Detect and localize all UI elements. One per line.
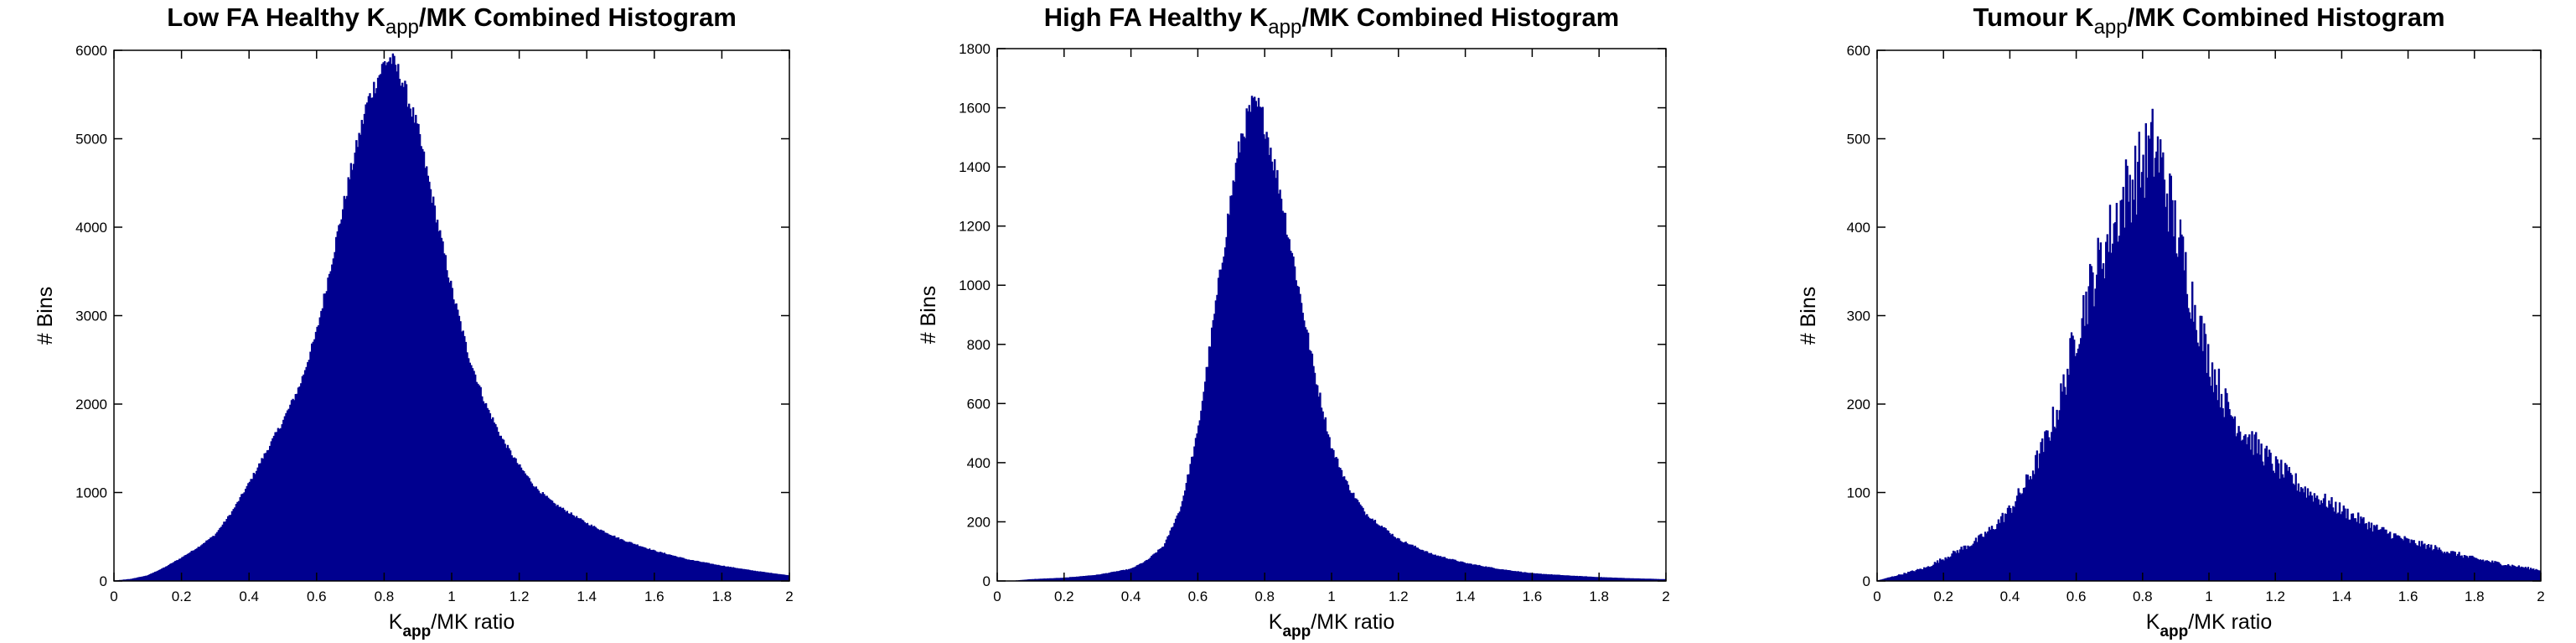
chart-title-subscript: app bbox=[2094, 16, 2128, 39]
x-axis-label-main: K bbox=[1269, 610, 1283, 634]
x-tick-label: 2 bbox=[1662, 589, 1669, 604]
chart-panel-3: 0 0.2 0.4 0.6 0.8 1 1.2 1.4 1.6 1.8 2 0 100 200 300 400… bbox=[1797, 3, 2545, 640]
x-tick-label: 0 bbox=[993, 589, 1001, 604]
x-axis-label-rest: /MK ratio bbox=[1311, 610, 1394, 634]
y-tick-label: 2000 bbox=[75, 397, 107, 412]
y-tick-label: 0 bbox=[983, 573, 991, 589]
y-tick-label: 300 bbox=[1847, 309, 1870, 324]
y-tick-label: 1200 bbox=[959, 219, 991, 235]
x-tick-label: 1.4 bbox=[2332, 589, 2352, 604]
x-tick-label: 0.6 bbox=[1188, 589, 1208, 604]
x-tick-label: 1.2 bbox=[2265, 589, 2285, 604]
y-tick-label: 100 bbox=[1847, 485, 1870, 501]
x-axis-label-rest: /MK ratio bbox=[2188, 610, 2272, 634]
x-tick-label: 0.6 bbox=[307, 589, 327, 604]
x-tick-label: 1.2 bbox=[1389, 589, 1409, 604]
y-axis-label: # Bins bbox=[34, 287, 57, 345]
histogram-bars bbox=[996, 96, 1667, 582]
x-axis-label: Kapp/MK ratio bbox=[2146, 610, 2273, 640]
y-tick-label: 1800 bbox=[959, 41, 991, 57]
chart-title-rest: /MK Combined Histogram bbox=[2128, 3, 2445, 32]
chart-title-rest: /MK Combined Histogram bbox=[419, 3, 737, 32]
y-tick-label: 800 bbox=[967, 337, 991, 353]
chart-title-main: High FA Healthy K bbox=[1044, 3, 1269, 32]
chart-panel-2: 0 0.2 0.4 0.6 0.8 1 1.2 1.4 1.6 1.8 2 0 200 400 600 800… bbox=[917, 3, 1670, 640]
y-tick-label: 1600 bbox=[959, 101, 991, 117]
y-axis-label: # Bins bbox=[1797, 287, 1820, 345]
x-tick-label: 0.8 bbox=[2133, 589, 2153, 604]
x-tick-label: 1 bbox=[447, 589, 455, 604]
x-tick-label: 1 bbox=[2205, 589, 2212, 604]
x-tick-label: 0.8 bbox=[375, 589, 395, 604]
y-axis-label: # Bins bbox=[917, 286, 940, 344]
x-tick-label: 1.6 bbox=[1523, 589, 1543, 604]
x-tick-label: 0.2 bbox=[1054, 589, 1074, 604]
chart-title-rest: /MK Combined Histogram bbox=[1301, 3, 1619, 32]
x-tick-label: 1.6 bbox=[2398, 589, 2418, 604]
x-tick-label: 0.2 bbox=[1933, 589, 1953, 604]
x-axis-label-rest: /MK ratio bbox=[431, 610, 515, 634]
x-axis-label-subscript: app bbox=[2160, 623, 2188, 640]
x-tick-label: 1.6 bbox=[644, 589, 665, 604]
x-tick-label: 2 bbox=[785, 589, 793, 604]
chart-title-main: Tumour K bbox=[1973, 3, 2094, 32]
x-tick-label: 0.4 bbox=[239, 589, 259, 604]
x-tick-label: 0.8 bbox=[1254, 589, 1275, 604]
x-tick-label: 1 bbox=[1327, 589, 1335, 604]
chart-title-main: Low FA Healthy K bbox=[167, 3, 385, 32]
chart-title: High FA Healthy Kapp/MK Combined Histogr… bbox=[1044, 3, 1620, 39]
x-tick-label: 1.2 bbox=[510, 589, 530, 604]
x-tick-label: 1.8 bbox=[712, 589, 732, 604]
y-tick-label: 600 bbox=[967, 396, 991, 412]
x-tick-label: 1.8 bbox=[1589, 589, 1609, 604]
y-tick-label: 1000 bbox=[75, 485, 107, 501]
x-tick-label: 0.4 bbox=[1121, 589, 1141, 604]
x-axis-label-main: K bbox=[389, 610, 403, 634]
chart-title-subscript: app bbox=[1268, 16, 1301, 39]
y-tick-label: 600 bbox=[1847, 43, 1870, 59]
x-tick-label: 1.8 bbox=[2465, 589, 2485, 604]
y-tick-label: 1400 bbox=[959, 159, 991, 175]
x-tick-label: 0.2 bbox=[172, 589, 192, 604]
x-tick-label: 1.4 bbox=[1456, 589, 1476, 604]
y-tick-label: 400 bbox=[1847, 220, 1870, 236]
y-tick-label: 500 bbox=[1847, 132, 1870, 148]
y-tick-label: 200 bbox=[1847, 397, 1870, 412]
x-tick-label: 0 bbox=[110, 589, 117, 604]
x-axis-label-main: K bbox=[2146, 610, 2160, 634]
y-tick-label: 4000 bbox=[75, 220, 107, 236]
y-tick-label: 200 bbox=[967, 514, 991, 530]
y-tick-label: 0 bbox=[100, 573, 107, 589]
x-axis-label: Kapp/MK ratio bbox=[1269, 610, 1395, 640]
y-tick-label: 1000 bbox=[959, 277, 991, 293]
x-axis-label-subscript: app bbox=[1282, 623, 1311, 640]
histogram-bars bbox=[113, 53, 790, 582]
x-tick-label: 0.6 bbox=[2066, 589, 2087, 604]
x-axis-label: Kapp/MK ratio bbox=[389, 610, 515, 640]
x-axis-label-subscript: app bbox=[402, 623, 431, 640]
chart-title: Low FA Healthy Kapp/MK Combined Histogra… bbox=[167, 3, 737, 39]
y-tick-label: 400 bbox=[967, 455, 991, 471]
y-tick-label: 0 bbox=[1863, 573, 1870, 589]
x-tick-label: 0.4 bbox=[2000, 589, 2020, 604]
x-tick-label: 2 bbox=[2537, 589, 2544, 604]
y-tick-label: 3000 bbox=[75, 309, 107, 324]
histogram-bars bbox=[1876, 108, 2542, 582]
y-tick-label: 6000 bbox=[75, 43, 107, 59]
x-tick-label: 0 bbox=[1873, 589, 1880, 604]
x-tick-label: 1.4 bbox=[577, 589, 597, 604]
y-tick-label: 5000 bbox=[75, 132, 107, 148]
chart-title-subscript: app bbox=[385, 16, 419, 39]
chart-title: Tumour Kapp/MK Combined Histogram bbox=[1973, 3, 2444, 39]
chart-panel-1: 0 0.2 0.4 0.6 0.8 1 1.2 1.4 1.6 1.8 2 0 1000 2000 3000… bbox=[34, 3, 794, 640]
